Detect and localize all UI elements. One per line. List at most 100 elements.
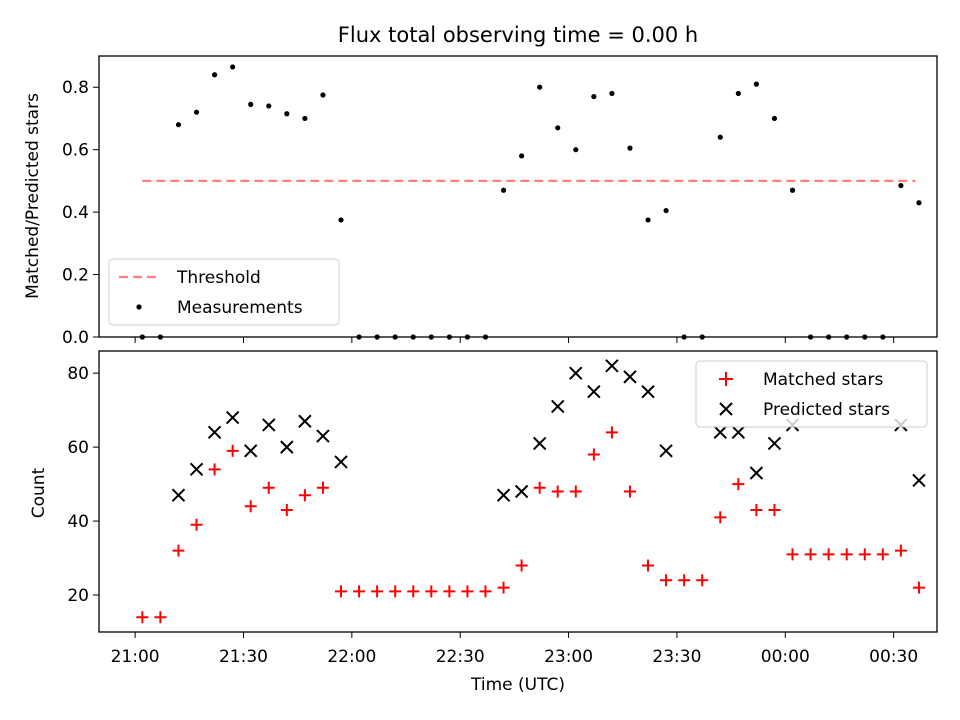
predicted-star-marker (587, 384, 601, 399)
measurement-point (537, 84, 543, 90)
predicted-star-marker (316, 429, 330, 443)
bottom-x-tick-label: 22:30 (436, 647, 485, 667)
bottom-y-axis-label: Count (29, 467, 49, 518)
matched-star-marker (407, 585, 420, 598)
predicted-star-marker (605, 359, 619, 373)
predicted-star-marker (171, 488, 186, 502)
predicted-star-marker (189, 462, 204, 477)
predicted-star-marker (713, 425, 727, 440)
bottom-panel: Count Time (UTC) 20 40 60 80 21:00 21:30 22:0… (29, 350, 938, 695)
top-y-axis-label: Matched/Predicted stars (23, 93, 43, 299)
top-y-tick-label: 0.4 (62, 203, 89, 223)
matched-star-marker (732, 478, 745, 491)
matched-star-marker (190, 518, 203, 531)
bottom-x-tick-label: 00:00 (761, 647, 810, 667)
predicted-star-marker (731, 425, 746, 440)
top-y-tick-label: 0.6 (62, 141, 89, 161)
predicted-star-marker (298, 414, 312, 428)
measurement-point (771, 115, 778, 122)
measurement-point (717, 134, 723, 140)
predicted-star-marker (262, 418, 276, 432)
matched-star-marker (822, 548, 835, 561)
measurement-point (500, 187, 507, 193)
top-panel: Flux total observing time = 0.00 h Match… (23, 23, 938, 348)
matched-star-marker (371, 585, 384, 598)
measurement-point (627, 145, 633, 151)
measurement-point (302, 115, 308, 122)
predicted-star-marker (767, 436, 782, 451)
matched-star-marker (479, 585, 492, 598)
matched-star-marker (587, 448, 600, 461)
measurement-point (320, 92, 326, 98)
legend-measurements-label: Measurements (177, 298, 303, 318)
matched-star-marker (876, 548, 889, 561)
measurement-point (175, 122, 182, 128)
bottom-legend-box (695, 360, 928, 428)
legend-matched-swatch (719, 372, 733, 386)
measurement-point (609, 90, 615, 97)
matched-star-marker (244, 500, 257, 513)
bottom-y-tick-label: 60 (67, 438, 89, 458)
bottom-x-tick-label: 21:00 (111, 647, 160, 667)
measurement-point (789, 187, 796, 193)
top-y-tick-label: 0.0 (62, 328, 89, 348)
matched-star-marker (461, 585, 474, 598)
matched-star-marker (425, 585, 438, 598)
top-chart-title: Flux total observing time = 0.00 h (338, 23, 698, 47)
bottom-x-axis-label: Time (UTC) (470, 675, 565, 695)
predicted-star-marker (912, 473, 926, 488)
legend-measurements-swatch (136, 304, 142, 310)
predicted-star-marker (641, 384, 655, 399)
matched-star-marker (642, 559, 655, 572)
predicted-star-marker (659, 444, 673, 458)
matched-star-marker (335, 585, 348, 598)
predicted-star-marker (532, 436, 547, 451)
measurement-point (898, 182, 904, 189)
measurement-point (230, 64, 236, 70)
matched-star-marker (172, 544, 185, 557)
matched-star-marker (678, 574, 691, 587)
top-plot-area (139, 64, 922, 340)
measurement-point (211, 72, 218, 78)
measurement-point (284, 111, 290, 117)
matched-star-marker (280, 503, 293, 516)
top-legend: Threshold Measurements (108, 258, 340, 326)
measurement-point (193, 109, 200, 115)
matched-star-marker (786, 548, 799, 561)
predicted-star-marker (551, 399, 565, 414)
predicted-star-marker (280, 440, 294, 454)
matched-star-marker (768, 503, 781, 516)
measurement-point (519, 153, 525, 159)
bottom-y-ticks: 20 40 60 80 (67, 364, 99, 606)
matched-star-marker (623, 485, 636, 498)
matched-star-marker (750, 503, 763, 516)
matched-star-marker (208, 463, 221, 476)
predicted-star-marker (207, 425, 222, 440)
top-legend-box (108, 258, 340, 326)
matched-star-marker (660, 574, 673, 587)
predicted-star-marker (749, 466, 764, 480)
bottom-y-tick-label: 20 (67, 586, 89, 606)
legend-matched-label: Matched stars (763, 370, 883, 390)
matched-star-marker (389, 585, 402, 598)
measurement-point (645, 217, 651, 223)
bottom-legend: Matched stars Predicted stars (695, 360, 928, 428)
matched-star-marker (515, 559, 528, 572)
matched-star-marker (804, 548, 817, 561)
matched-star-marker (226, 444, 239, 457)
matched-star-marker (840, 548, 853, 561)
matched-star-marker (696, 574, 709, 587)
bottom-x-tick-label: 22:00 (327, 647, 376, 667)
matched-star-marker (353, 585, 366, 598)
matched-star-marker (533, 481, 546, 494)
measurement-point (663, 207, 669, 214)
matched-star-marker (262, 481, 275, 494)
matched-star-marker (605, 426, 618, 439)
top-y-ticks: 0.0 0.2 0.4 0.6 0.8 (62, 78, 99, 348)
predicted-star-marker (569, 366, 583, 380)
matched-star-marker (497, 581, 510, 594)
legend-predicted-label: Predicted stars (763, 400, 890, 420)
bottom-x-tick-label: 23:30 (652, 647, 701, 667)
measurement-point (266, 103, 272, 109)
